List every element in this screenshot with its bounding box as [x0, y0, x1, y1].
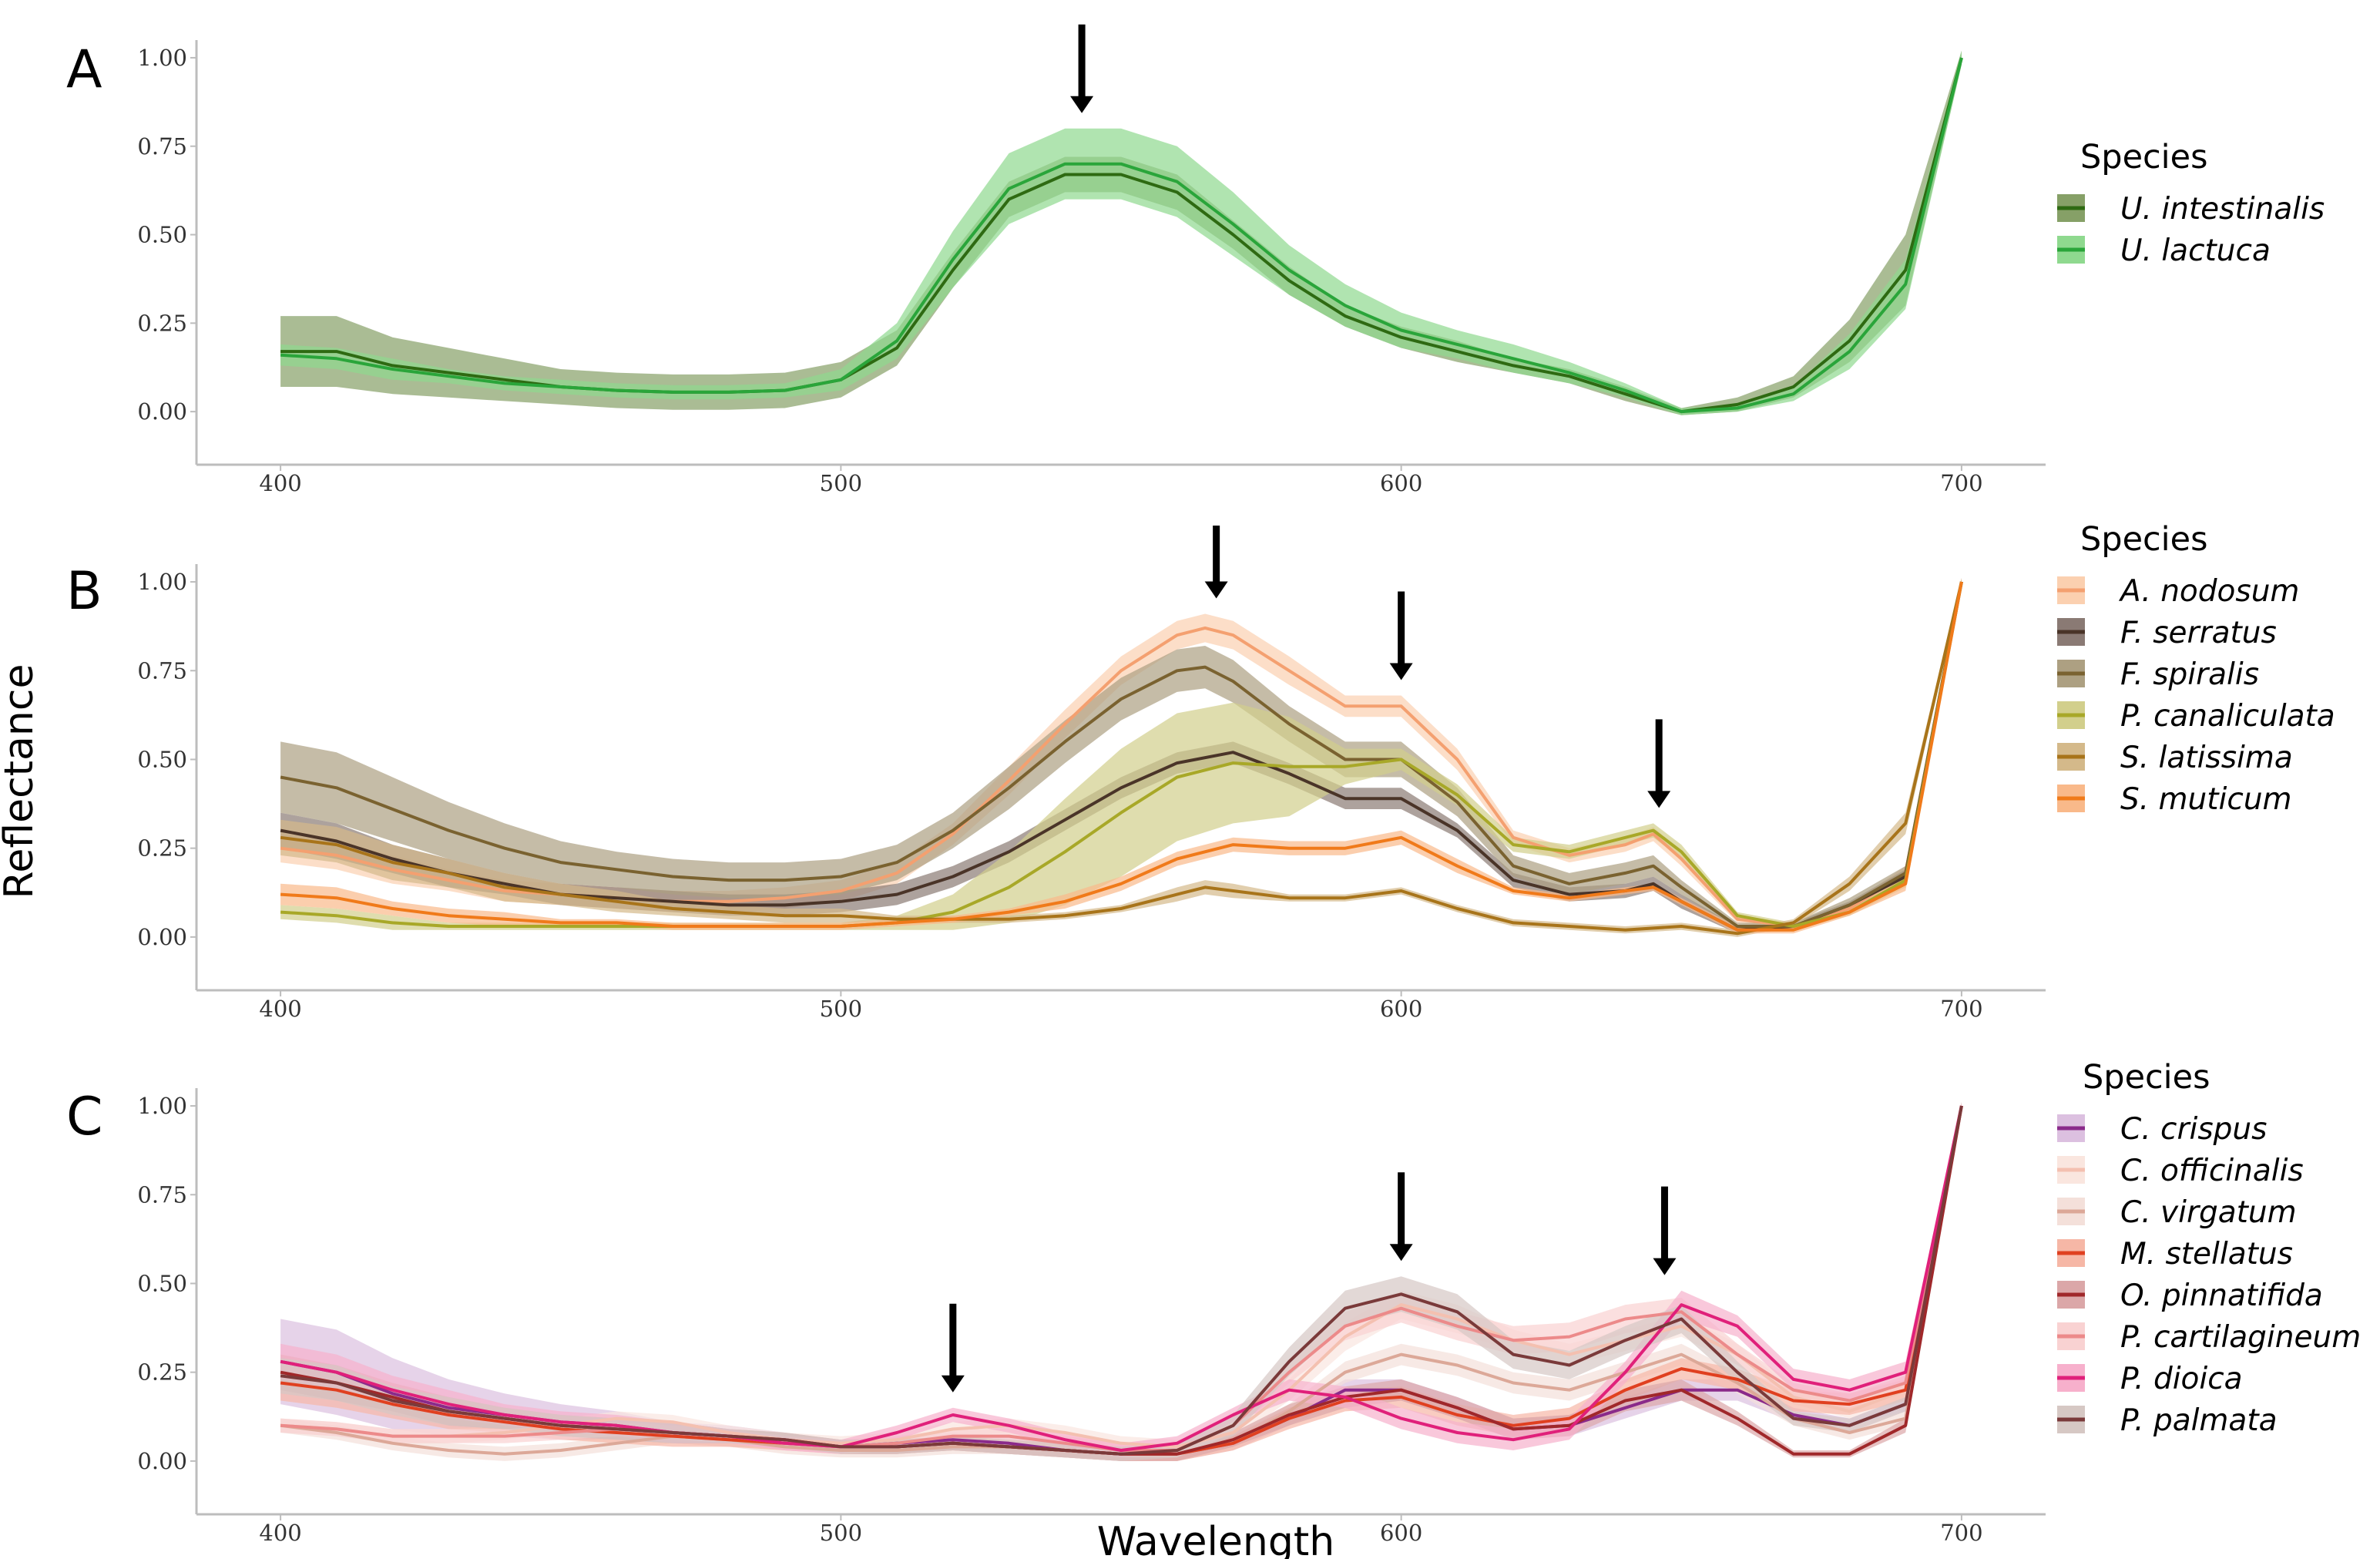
x-tick-label: 400 [259, 1520, 301, 1546]
legend-label: P. dioica [2120, 1362, 2243, 1396]
arrow-head [1204, 581, 1228, 599]
arrow-head [1647, 791, 1671, 808]
y-tick-label: 0.75 [137, 133, 187, 160]
y-tick-label: 0.00 [137, 1448, 187, 1474]
legend-label: S. latissima [2120, 741, 2293, 775]
y-tick-label: 1.00 [137, 45, 187, 71]
legend-label: O. pinnatifida [2120, 1278, 2323, 1313]
x-tick-label: 500 [820, 1520, 862, 1546]
series-band [280, 50, 1962, 415]
y-tick-label: 1.00 [137, 1093, 187, 1119]
y-tick-label: 0.75 [137, 1181, 187, 1208]
y-tick-label: 1.00 [137, 569, 187, 595]
legend-label: A. nodosum [2118, 574, 2299, 609]
x-tick-label: 500 [820, 470, 862, 496]
series-line [280, 57, 1963, 414]
legend-label: U. intestinalis [2120, 192, 2325, 227]
panel-letter: A [66, 39, 102, 100]
series-band [280, 50, 1962, 415]
series-line [280, 57, 1963, 414]
x-tick-label: 600 [1380, 1520, 1422, 1546]
y-tick-label: 0.25 [137, 310, 187, 336]
legend-label: S. muticum [2120, 782, 2292, 817]
legend-label: F. spiralis [2120, 657, 2259, 692]
legend-label: C. virgatum [2120, 1195, 2297, 1230]
arrow-head [941, 1375, 965, 1393]
legend-label: P. palmata [2120, 1403, 2278, 1438]
x-tick-label: 700 [1940, 1520, 1982, 1546]
series-line [280, 1105, 1963, 1452]
y-tick-label: 0.50 [137, 1270, 187, 1296]
x-tick-label: 400 [259, 996, 301, 1022]
arrow-head [1389, 1244, 1413, 1262]
legend-title: Species [2080, 520, 2208, 559]
series-line [280, 581, 1963, 928]
arrow-head [1653, 1258, 1677, 1275]
legend-label: F. serratus [2120, 616, 2277, 650]
series-line [280, 581, 1963, 928]
x-tick-label: 400 [259, 470, 301, 496]
legend-label: P. canaliculata [2120, 699, 2335, 734]
x-tick-label: 500 [820, 996, 862, 1022]
y-tick-label: 0.00 [137, 924, 187, 950]
panel-letter: B [66, 561, 102, 622]
x-tick-label: 700 [1940, 470, 1982, 496]
series-band [280, 1102, 1962, 1461]
legend-label: C. crispus [2120, 1112, 2267, 1147]
series-line [280, 1105, 1963, 1456]
y-tick-label: 0.50 [137, 746, 187, 772]
series-band [280, 578, 1962, 930]
arrow-head [1070, 96, 1094, 113]
panel-b: B 0.00 0.25 0.50 0.75 1.00 400 500 600 700 Speci… [66, 520, 2335, 1022]
series-line [280, 581, 1963, 936]
y-tick-label: 0.25 [137, 1359, 187, 1386]
y-axis-title: Reflectance [0, 664, 42, 899]
legend-label: M. stellatus [2120, 1237, 2293, 1272]
y-tick-label: 0.25 [137, 835, 187, 862]
x-tick-label: 600 [1380, 996, 1422, 1022]
x-tick-label: 700 [1940, 996, 1982, 1022]
x-axis-title: Wavelength [1097, 1519, 1334, 1559]
legend-title: Species [2080, 138, 2208, 176]
y-tick-label: 0.00 [137, 398, 187, 425]
panel-a: A 0.00 0.25 0.50 0.75 1.00 400 500 600 700 Speci… [66, 24, 2325, 496]
series-line [280, 581, 1963, 932]
panel-letter: C [66, 1087, 102, 1147]
legend-label: P. cartilagineum [2120, 1320, 2361, 1355]
y-tick-label: 0.75 [137, 657, 187, 684]
legend-title: Species [2083, 1058, 2210, 1097]
x-tick-label: 600 [1380, 470, 1422, 496]
legend-label: U. lactuca [2120, 234, 2271, 268]
y-tick-label: 0.50 [137, 222, 187, 248]
legend-label: C. officinalis [2120, 1154, 2304, 1188]
arrow-head [1389, 663, 1413, 680]
panel-c: C 0.00 0.25 0.50 0.75 1.00 400 500 600 700 Speci… [66, 1058, 2361, 1546]
